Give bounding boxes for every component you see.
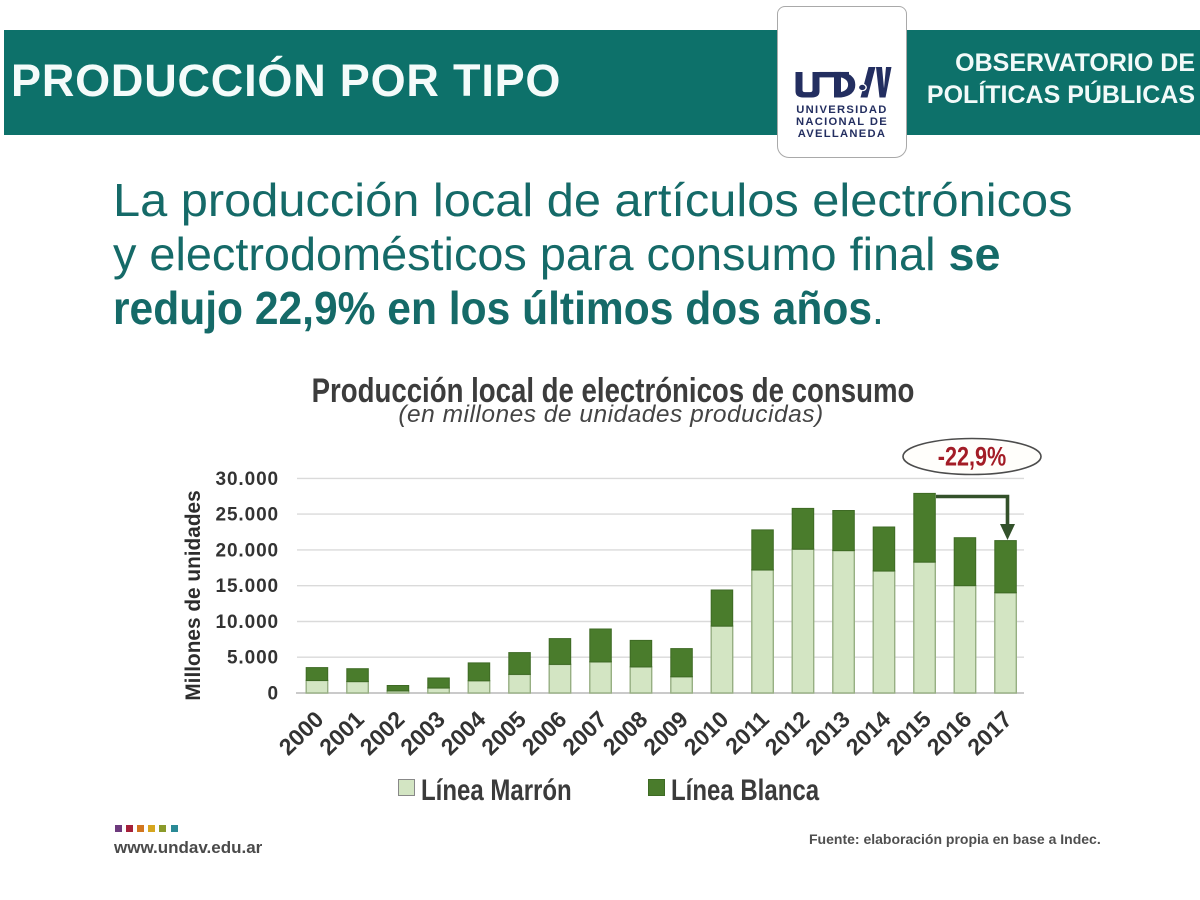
svg-text:2003: 2003 [395, 706, 450, 760]
svg-text:30.000: 30.000 [215, 469, 279, 490]
svg-text:2001: 2001 [314, 706, 369, 760]
svg-text:2008: 2008 [598, 706, 653, 760]
svg-text:5.000: 5.000 [227, 648, 279, 669]
svg-text:20.000: 20.000 [215, 540, 279, 561]
svg-text:2007: 2007 [557, 706, 612, 760]
svg-text:-22,9%: -22,9% [938, 442, 1007, 472]
svg-text:2002: 2002 [355, 706, 410, 760]
svg-text:15.000: 15.000 [215, 576, 279, 597]
svg-text:2000: 2000 [274, 706, 329, 760]
svg-text:2015: 2015 [881, 706, 936, 760]
svg-text:2016: 2016 [922, 706, 977, 760]
svg-text:2005: 2005 [476, 706, 531, 760]
svg-text:2004: 2004 [436, 706, 491, 760]
svg-text:2014: 2014 [841, 706, 896, 760]
svg-text:25.000: 25.000 [215, 505, 279, 526]
svg-text:10.000: 10.000 [215, 612, 279, 633]
svg-text:2012: 2012 [760, 706, 815, 760]
svg-text:2011: 2011 [720, 706, 774, 760]
svg-text:2010: 2010 [679, 706, 734, 760]
svg-text:2017: 2017 [962, 706, 1017, 760]
svg-text:Millones de unidades: Millones de unidades [182, 490, 205, 700]
svg-text:2013: 2013 [800, 706, 855, 760]
svg-text:0: 0 [268, 684, 279, 705]
svg-text:2006: 2006 [517, 706, 572, 760]
svg-text:2009: 2009 [638, 706, 693, 760]
